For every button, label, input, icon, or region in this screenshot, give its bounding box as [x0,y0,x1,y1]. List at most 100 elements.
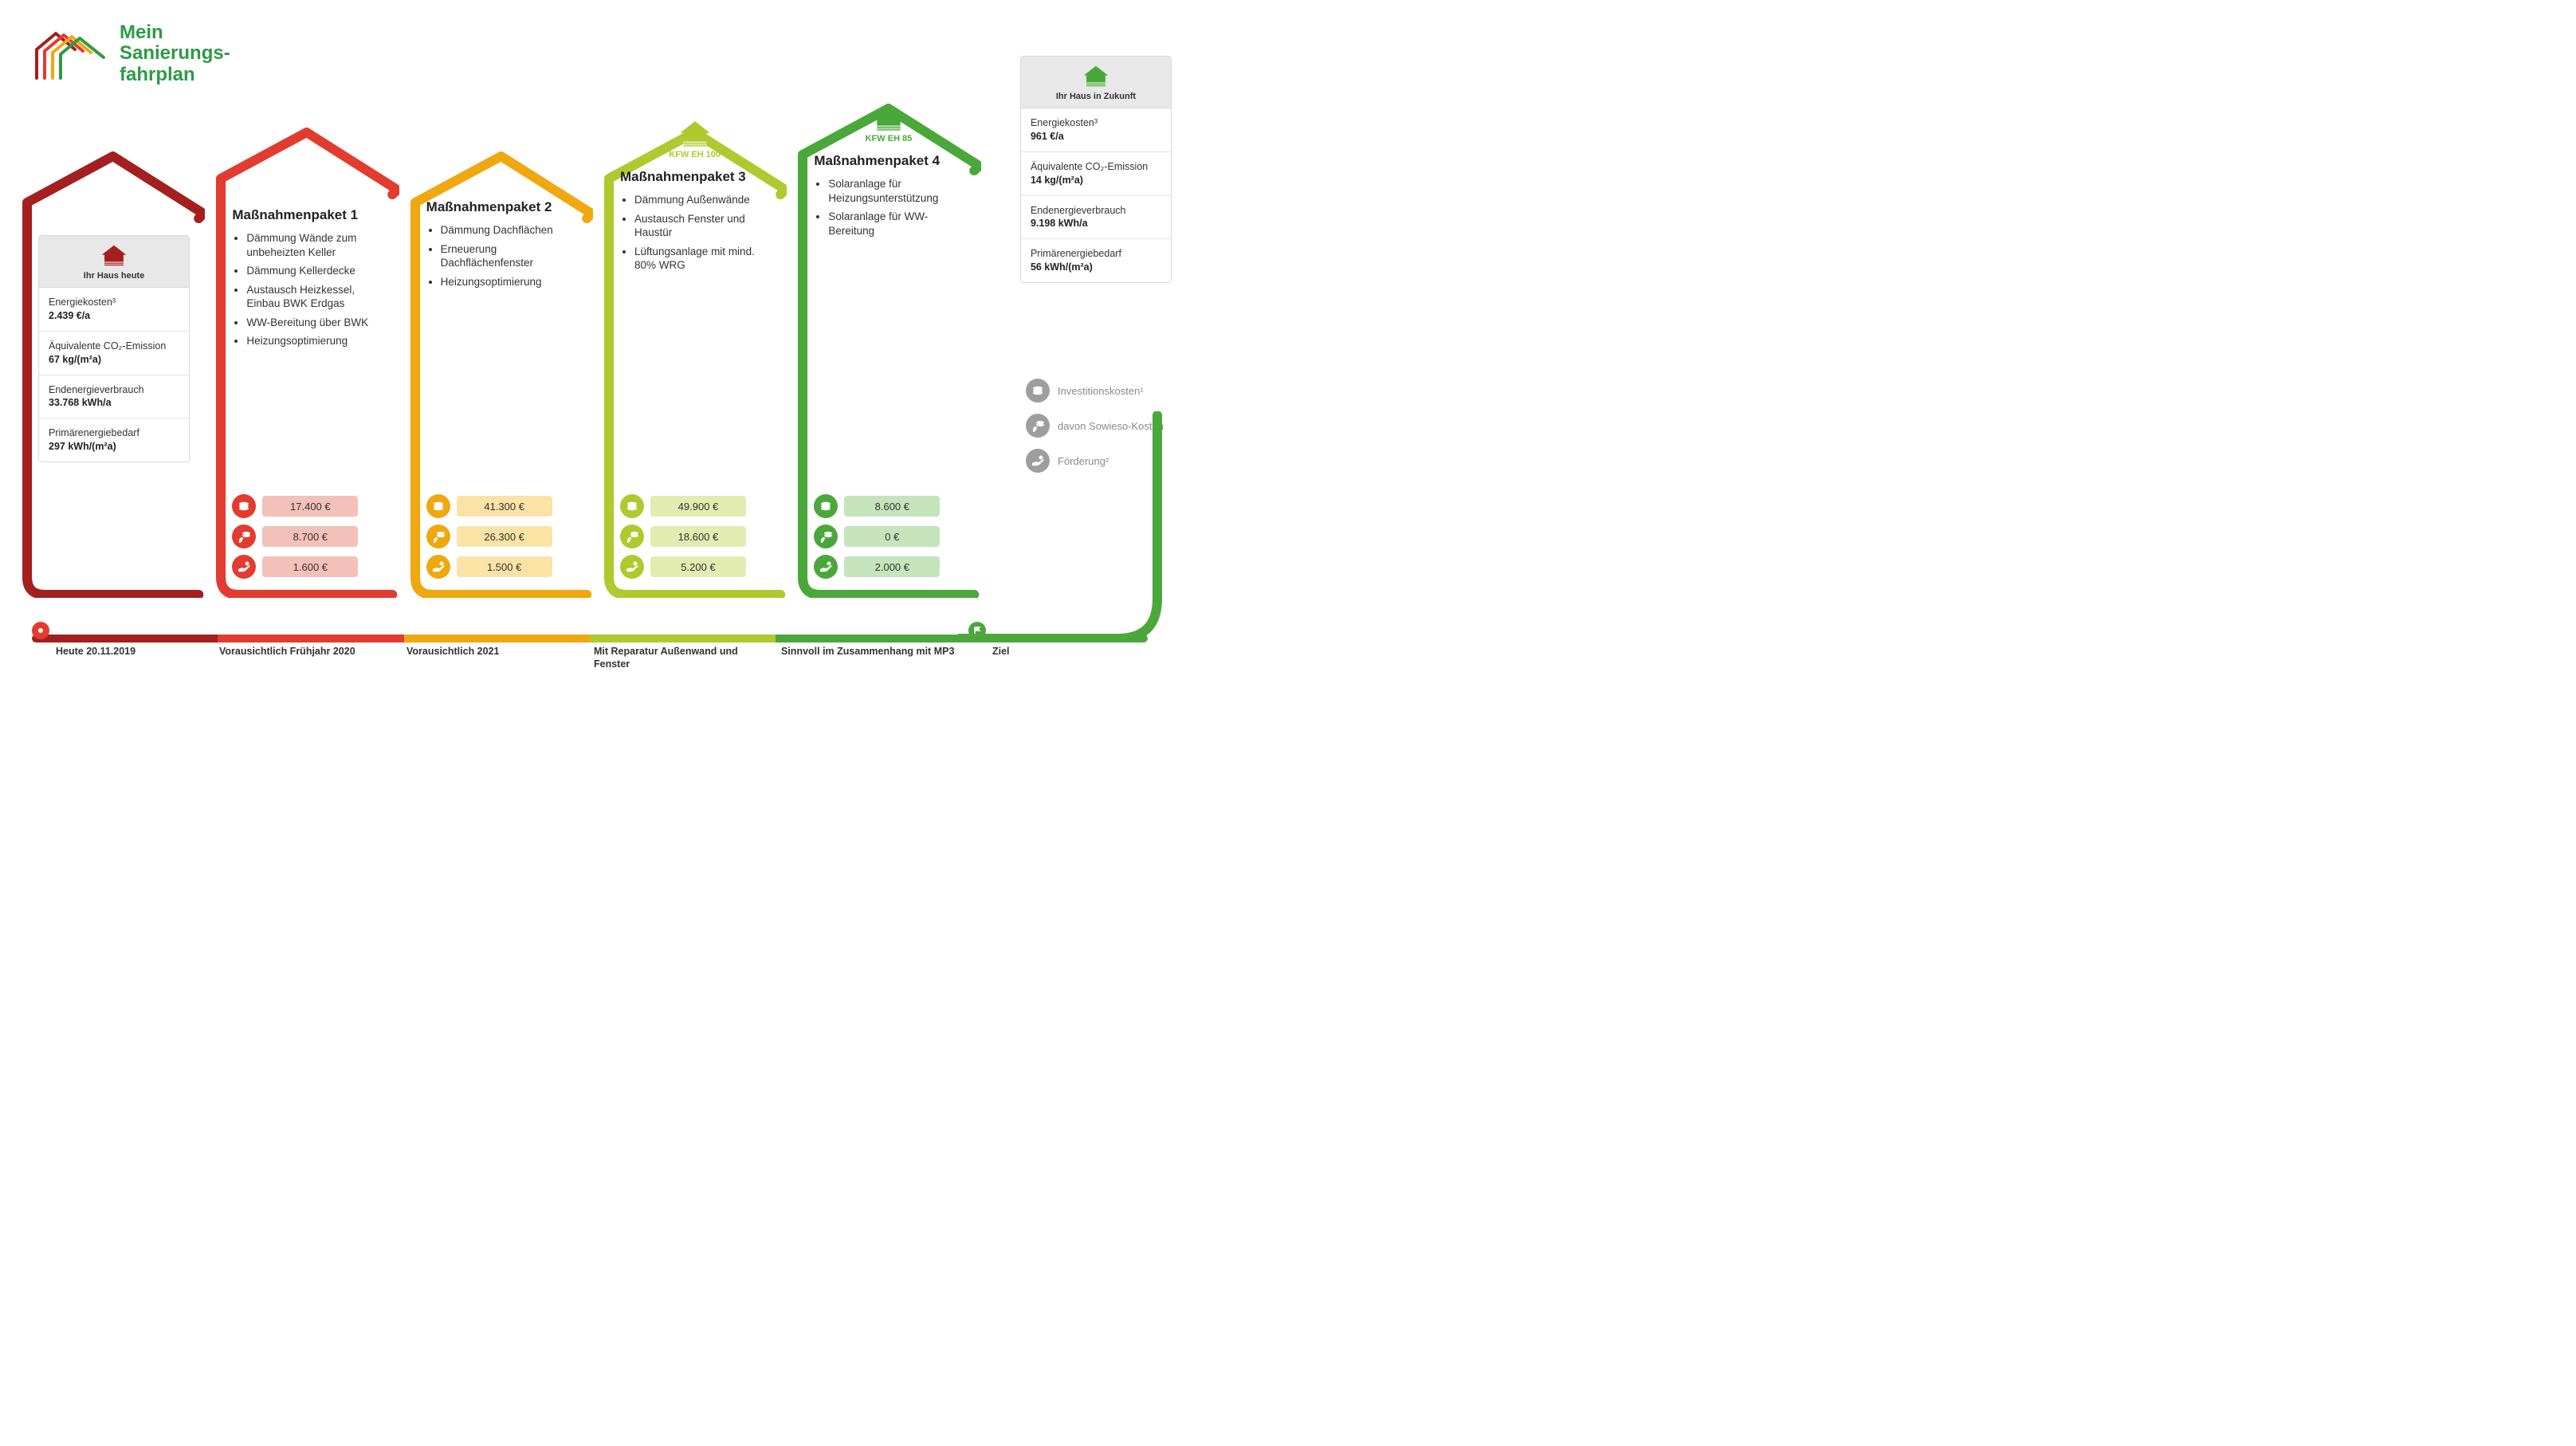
cost-block: 41.300 € 26.300 € 1.500 € [426,494,575,579]
package-title: Maßnahmenpaket 1 [232,207,381,223]
house-icon [100,244,128,268]
package-item: Heizungsoptimierung [246,334,381,348]
timeline-label-text: Sinnvoll im Zusammenhang mit MP3 [781,646,954,658]
info-row: Äquivalente CO₂-Emission 14 kg/(m²a) [1021,152,1171,196]
cost-row-foerder: 2.000 € [814,555,963,579]
cost-value: 49.900 € [650,496,746,517]
package-item: Erneuerung Dachflächenfenster [441,242,575,270]
legend-sowieso: davon Sowieso-Kosten [1026,414,1164,438]
package-item: Solaranlage für WW-Bereitung [828,210,963,238]
info-label: Äquivalente CO₂-Emission [49,340,179,353]
timeline-label: Heute 20.11.2019 [32,646,219,670]
invest-icon [814,494,838,518]
info-label: Endenergieverbrauch [49,383,179,397]
package-item: Lüftungsanlage mit mind. 80% WRG [634,245,769,273]
sowieso-icon [426,525,450,548]
cost-value: 2.000 € [844,556,940,577]
col-package-3: KFW EH 100 Maßnahmenpaket 3 Dämmung Auße… [598,56,791,598]
columns-container: Ihr Haus heute Energiekosten³ 2.439 €/a … [16,56,1180,598]
timeline-segment [218,635,403,642]
package-list: Solaranlage für Heizungsunterstützung Sol… [814,177,963,238]
package-text: KFW EH 100 Maßnahmenpaket 3 Dämmung Auße… [620,120,769,277]
info-value: 14 kg/(m²a) [1031,174,1161,187]
cost-block: 17.400 € 8.700 € 1.600 € [232,494,381,579]
sowieso-icon [620,525,644,548]
kfw-house-icon [678,120,712,148]
info-value: 961 €/a [1031,130,1161,143]
cost-value: 5.200 € [650,556,746,577]
cost-value: 1.600 € [262,556,358,577]
cost-value: 17.400 € [262,496,358,517]
package-title: Maßnahmenpaket 2 [426,199,575,215]
timeline-label-text: Heute 20.11.2019 [56,646,135,658]
cost-row-invest: 49.900 € [620,494,769,518]
timeline-label: Sinnvoll im Zusammenhang mit MP3 [781,646,968,670]
legend-label: davon Sowieso-Kosten [1058,420,1164,432]
foerder-icon [814,555,838,579]
kfw-badge: KFW EH 100 [620,120,769,159]
info-label: Energiekosten³ [49,296,179,309]
cost-value: 41.300 € [457,496,552,517]
invest-icon [620,494,644,518]
sowieso-icon [232,525,256,548]
timeline-segment [590,635,776,642]
cost-row-foerder: 1.500 € [426,555,575,579]
info-card-title: Ihr Haus heute [45,271,183,281]
package-item: Heizungsoptimierung [441,275,575,289]
cost-value: 8.600 € [844,496,940,517]
timeline-segment [776,635,1148,642]
timeline-label-text: Mit Reparatur Außenwand und Fenster [594,646,773,670]
foerder-icon [232,555,256,579]
cost-legend: Investitionskosten¹ davon Sowieso-Kosten… [1026,379,1164,473]
timeline-segment [404,635,590,642]
package-item: Dämmung Kellerdecke [246,264,381,278]
package-text: Maßnahmenpaket 1 Dämmung Wände zum unbeh… [232,207,381,353]
cost-block: 8.600 € 0 € 2.000 € [814,494,963,579]
info-value: 9.198 kWh/a [1031,217,1161,230]
info-card-title: Ihr Haus in Zukunft [1027,92,1164,101]
info-row: Äquivalente CO₂-Emission 67 kg/(m²a) [39,332,189,375]
package-item: Austausch Fenster und Haustür [634,212,769,240]
col-package-1: Maßnahmenpaket 1 Dämmung Wände zum unbeh… [210,56,403,598]
package-title: Maßnahmenpaket 4 [814,153,963,169]
hand-coin-icon [1026,449,1050,473]
pin-icon [32,622,49,639]
cost-row-foerder: 1.600 € [232,555,381,579]
package-text: KFW EH 85 Maßnahmenpaket 4 Solaranlage f… [814,104,963,242]
invest-icon [232,494,256,518]
wrench-coins-icon [1026,414,1050,438]
info-row: Primärenergiebedarf 56 kWh/(m²a) [1021,239,1171,282]
kfw-house-icon [872,104,905,132]
foerder-icon [426,555,450,579]
kfw-badge: KFW EH 85 [814,104,963,143]
timeline-label-text: Vorausichtlich Frühjahr 2020 [219,646,355,658]
info-value: 2.439 €/a [49,309,179,323]
legend-invest: Investitionskosten¹ [1026,379,1164,403]
package-item: Solaranlage für Heizungsunterstützung [828,177,963,205]
col-package-4: KFW EH 85 Maßnahmenpaket 4 Solaranlage f… [791,56,985,598]
cost-row-invest: 41.300 € [426,494,575,518]
info-row: Energiekosten³ 961 €/a [1021,108,1171,152]
cost-block: 49.900 € 18.600 € 5.200 € [620,494,769,579]
coins-icon [1026,379,1050,403]
info-value: 67 kg/(m²a) [49,353,179,367]
cost-row-sowieso: 26.300 € [426,525,575,548]
house-icon [1082,65,1109,88]
sowieso-icon [814,525,838,548]
col-package-2: Maßnahmenpaket 2 Dämmung DachflächenErne… [404,56,598,598]
cost-row-foerder: 5.200 € [620,555,769,579]
package-list: Dämmung Wände zum unbeheizten Keller Dämm… [232,231,381,348]
timeline-label: Vorausichtlich Frühjahr 2020 [219,646,406,670]
foerder-icon [620,555,644,579]
cost-row-sowieso: 0 € [814,525,963,548]
package-item: Dämmung Außenwände [634,193,769,207]
cost-row-sowieso: 8.700 € [232,525,381,548]
col-house-today: Ihr Haus heute Energiekosten³ 2.439 €/a … [16,56,210,598]
package-item: Austausch Heizkessel, Einbau BWK Erdgas [246,283,381,311]
legend-foerder: Förderung² [1026,449,1164,473]
cost-row-invest: 8.600 € [814,494,963,518]
cost-value: 8.700 € [262,526,358,547]
info-row: Primärenergiebedarf 297 kWh/(m²a) [39,418,189,462]
package-item: Dämmung Wände zum unbeheizten Keller [246,231,381,259]
info-label: Endenergieverbrauch [1031,204,1161,218]
